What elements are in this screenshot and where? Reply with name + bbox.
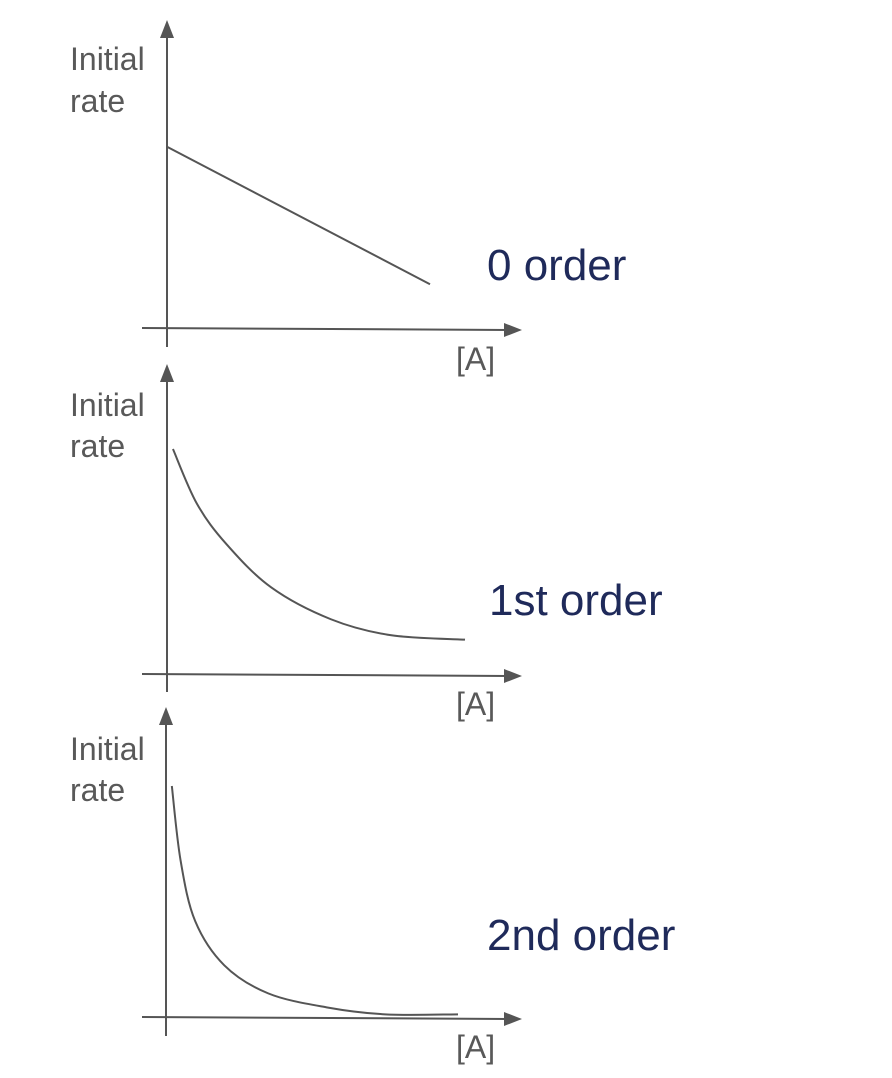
chart-panel-1: Initial rate [A] 1st order bbox=[70, 364, 663, 722]
x-axis-line bbox=[141, 1016, 511, 1020]
y-axis-label-line2: rate bbox=[70, 83, 125, 119]
y-axis-label-line2: rate bbox=[70, 428, 125, 464]
x-axis-arrow bbox=[504, 323, 522, 337]
x-axis-arrow bbox=[504, 1012, 522, 1026]
x-axis-line bbox=[141, 673, 511, 677]
y-axis-label-line1: Initial bbox=[70, 41, 145, 77]
rate-curve bbox=[170, 785, 459, 1016]
y-axis-arrow bbox=[160, 20, 174, 38]
y-axis-label-line1: Initial bbox=[70, 387, 145, 423]
y-axis-arrow bbox=[159, 707, 173, 725]
x-axis-arrow bbox=[504, 669, 522, 683]
y-axis-label-line1: Initial bbox=[70, 731, 145, 767]
order-label: 2nd order bbox=[487, 911, 675, 960]
x-axis-label: [A] bbox=[456, 1029, 495, 1065]
order-label: 1st order bbox=[489, 576, 663, 625]
y-axis-label-line2: rate bbox=[70, 772, 125, 808]
chart-panel-2: Initial rate [A] 2nd order bbox=[70, 707, 675, 1065]
y-axis-arrow bbox=[160, 364, 174, 382]
rate-curve bbox=[166, 145, 431, 286]
x-axis-label: [A] bbox=[456, 341, 495, 377]
rate-curve bbox=[172, 448, 466, 641]
order-label: 0 order bbox=[487, 241, 626, 290]
x-axis-line bbox=[141, 327, 511, 331]
x-axis-label: [A] bbox=[456, 686, 495, 722]
chart-panel-0: Initial rate [A] 0 order bbox=[70, 20, 626, 377]
